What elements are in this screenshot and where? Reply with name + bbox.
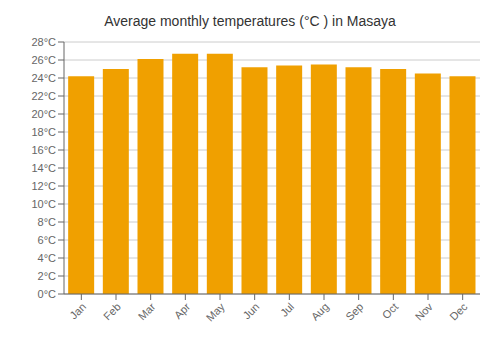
svg-text:Apr: Apr [172,300,193,321]
svg-text:Jan: Jan [67,300,88,321]
svg-text:May: May [204,300,228,324]
svg-text:Aug: Aug [309,300,331,322]
svg-text:12°C: 12°C [31,180,56,192]
svg-text:Sep: Sep [343,300,365,322]
svg-text:18°C: 18°C [31,126,56,138]
svg-text:Jul: Jul [278,300,296,318]
svg-text:14°C: 14°C [31,162,56,174]
svg-text:Jun: Jun [241,300,262,321]
svg-text:Mar: Mar [136,300,158,322]
svg-text:26°C: 26°C [31,54,56,66]
svg-text:22°C: 22°C [31,90,56,102]
svg-text:Oct: Oct [380,300,401,321]
svg-text:Feb: Feb [101,300,123,322]
svg-text:10°C: 10°C [31,198,56,210]
svg-text:24°C: 24°C [31,72,56,84]
svg-text:16°C: 16°C [31,144,56,156]
svg-text:Dec: Dec [447,300,470,323]
svg-text:Nov: Nov [413,300,436,323]
svg-text:2°C: 2°C [38,270,57,282]
html-text:Average monthly temperatures (: Average monthly temperatures (°C ) in Ma… [104,13,396,29]
svg-text:28°C: 28°C [31,36,56,48]
svg-text:4°C: 4°C [38,252,57,264]
svg-text:20°C: 20°C [31,108,56,120]
svg-text:6°C: 6°C [38,234,57,246]
svg-text:8°C: 8°C [38,216,57,228]
svg-text:0°C: 0°C [38,288,57,300]
